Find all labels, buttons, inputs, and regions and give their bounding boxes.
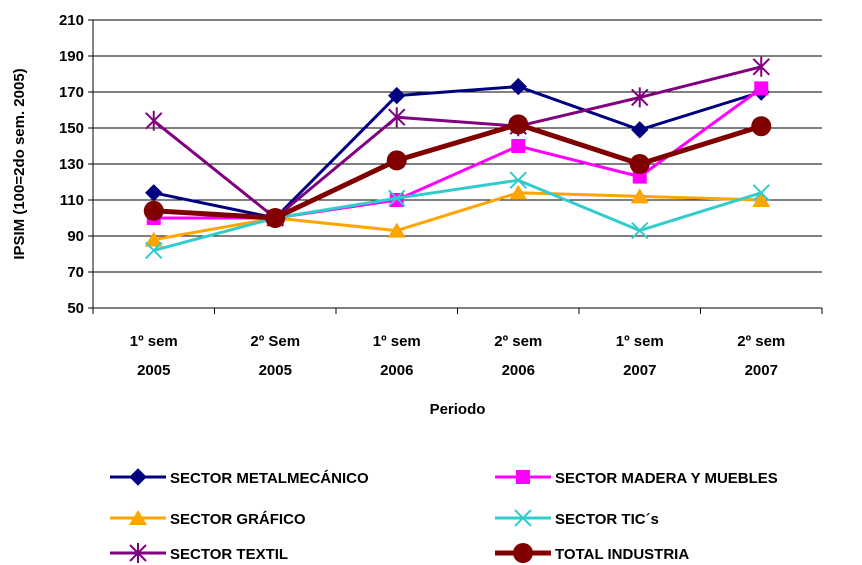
data-point bbox=[511, 139, 526, 153]
x-tick-label: 1º sem 2006 bbox=[373, 333, 421, 379]
legend-marker bbox=[129, 468, 147, 486]
series-3 bbox=[145, 171, 770, 260]
series-group bbox=[143, 56, 772, 260]
legend-label: SECTOR GRÁFICO bbox=[170, 511, 306, 528]
data-point bbox=[631, 221, 649, 240]
y-tick-label: 90 bbox=[67, 228, 84, 245]
legend-marker bbox=[513, 543, 533, 563]
y-axis-title: IPSIM (100=2do sem. 2005) bbox=[11, 68, 28, 259]
legend-marker bbox=[129, 510, 147, 525]
legend-item: SECTOR MADERA Y MUEBLES bbox=[495, 470, 778, 487]
gridlines bbox=[93, 19, 822, 309]
y-tick-label: 150 bbox=[59, 120, 84, 137]
data-point bbox=[509, 184, 528, 200]
x-tick-label: 1º sem 2005 bbox=[130, 333, 178, 379]
legend-label: TOTAL INDUSTRIA bbox=[555, 546, 689, 563]
legend-label: SECTOR TIC´s bbox=[555, 511, 659, 528]
legend-label: SECTOR METALMECÁNICO bbox=[170, 470, 369, 487]
y-tick-label: 130 bbox=[59, 156, 84, 173]
data-point bbox=[143, 200, 164, 221]
data-point bbox=[265, 208, 286, 228]
legend-item: SECTOR TIC´s bbox=[495, 509, 659, 528]
legend-item: SECTOR GRÁFICO bbox=[110, 510, 306, 528]
legend-item: SECTOR TEXTIL bbox=[110, 543, 288, 563]
legend-item: SECTOR METALMECÁNICO bbox=[110, 468, 369, 487]
data-point bbox=[386, 150, 407, 171]
data-point bbox=[752, 56, 770, 77]
data-point bbox=[752, 192, 771, 207]
series-line bbox=[153, 191, 762, 242]
legend-marker bbox=[514, 509, 532, 527]
data-point bbox=[754, 81, 769, 96]
data-point bbox=[145, 184, 163, 202]
data-point bbox=[630, 188, 649, 204]
data-point bbox=[631, 87, 649, 108]
data-point bbox=[387, 222, 406, 238]
data-point bbox=[751, 116, 772, 137]
y-tick-label: 50 bbox=[67, 300, 84, 317]
data-point bbox=[145, 241, 163, 260]
series-0 bbox=[145, 77, 770, 227]
legend-item: TOTAL INDUSTRIA bbox=[495, 543, 689, 563]
x-tick-label: 1º sem 2007 bbox=[616, 333, 664, 379]
data-point bbox=[631, 121, 649, 139]
data-point bbox=[509, 77, 527, 96]
x-tick-labels: 1º sem 2005 2º Sem 2005 1º sem 2006 2º sem 2006… bbox=[130, 333, 786, 379]
legend-marker bbox=[129, 543, 147, 563]
y-tick-label: 170 bbox=[59, 84, 84, 101]
legend-marker bbox=[516, 470, 530, 484]
y-tick-label: 70 bbox=[67, 264, 84, 281]
series-5 bbox=[143, 114, 772, 228]
data-point bbox=[388, 107, 406, 128]
data-point bbox=[508, 114, 529, 135]
data-point bbox=[388, 189, 406, 207]
legend-label: SECTOR MADERA Y MUEBLES bbox=[555, 470, 778, 487]
data-point bbox=[144, 231, 163, 247]
data-point bbox=[509, 171, 527, 189]
data-point bbox=[388, 86, 406, 105]
data-point bbox=[145, 110, 163, 131]
series-line bbox=[152, 65, 762, 220]
y-tick-label: 190 bbox=[59, 48, 84, 65]
data-point bbox=[752, 184, 770, 202]
y-tick-label: 110 bbox=[60, 192, 84, 209]
data-point bbox=[629, 154, 650, 174]
series-line bbox=[153, 121, 762, 221]
x-axis-title: Periodo bbox=[430, 401, 486, 418]
y-tick-labels: 50 70 90 110 130 150 170 190 210 bbox=[59, 12, 84, 317]
x-tick-label: 2º sem 2006 bbox=[494, 333, 542, 379]
legend: SECTOR METALMECÁNICO SECTOR MADERA Y MUEB… bbox=[110, 468, 778, 563]
series-line bbox=[153, 85, 762, 220]
y-tick-label: 210 bbox=[59, 12, 84, 29]
x-tick-label: 2º Sem 2005 bbox=[250, 333, 300, 379]
legend-label: SECTOR TEXTIL bbox=[170, 546, 288, 563]
x-tick-label: 2º sem 2007 bbox=[737, 333, 785, 379]
series-line bbox=[153, 178, 762, 252]
axes bbox=[88, 19, 823, 314]
